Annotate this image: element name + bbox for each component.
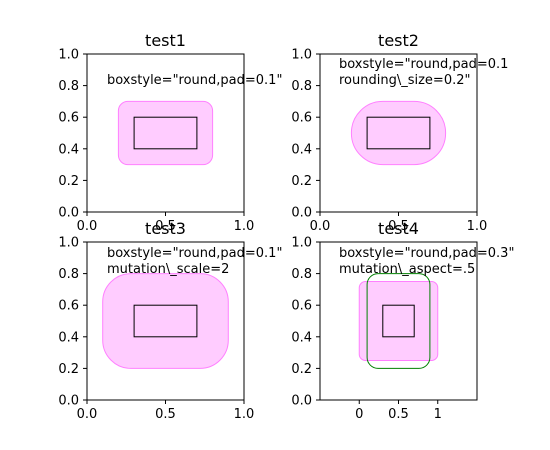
y-tick-label: 0.4 <box>58 330 79 345</box>
x-tick-label: 0.0 <box>77 219 98 234</box>
y-tick-label: 0.4 <box>291 142 312 157</box>
annotation-text: mutation\_scale=2 <box>107 262 229 277</box>
y-tick-label: 0.8 <box>58 79 79 94</box>
y-tick-label: 0.4 <box>58 142 79 157</box>
x-tick-label: 0.5 <box>155 219 176 234</box>
x-tick-label: 0.0 <box>310 219 331 234</box>
inner-rectangle <box>133 304 198 338</box>
panel-4: 0 0.5 1 0.0 0.2 0.4 0.6 0.8 1.0 boxstyle="round,p… <box>291 219 514 422</box>
y-tick-label: 0.8 <box>58 267 79 282</box>
x-tick-label: 1.0 <box>234 407 255 422</box>
inner-rectangle <box>382 304 415 338</box>
y-tick-label: 0.6 <box>291 299 312 314</box>
fancy-box <box>117 100 214 166</box>
y-tick-label: 0.6 <box>58 111 79 126</box>
y-tick-label: 0.2 <box>58 174 79 189</box>
x-tick-label: 0.5 <box>388 219 409 234</box>
x-tick-label: 0.5 <box>388 407 409 422</box>
annotation-text: boxstyle="round,pad=0.3" <box>339 246 514 261</box>
y-tick-label: 0.0 <box>291 206 312 221</box>
panel-2: 0.0 0.5 1.0 0.0 0.2 0.4 0.6 0.8 1.0 boxstyle="rou… <box>291 31 508 234</box>
annotation-text: rounding\_size=0.2" <box>339 73 470 88</box>
y-tick-label: 0.6 <box>58 299 79 314</box>
y-tick-label: 0.2 <box>291 362 312 377</box>
y-tick-label: 0.0 <box>58 206 79 221</box>
fancy-box <box>102 273 229 369</box>
annotation-text: boxstyle="round,pad=0.1" <box>107 73 282 88</box>
x-tick-label: 0.5 <box>155 407 176 422</box>
x-tick-label: 1.0 <box>467 219 488 234</box>
fancy-box <box>358 281 439 361</box>
fancy-box <box>350 100 447 166</box>
panel-3: 0.0 0.5 1.0 0.0 0.2 0.4 0.6 0.8 1.0 boxstyle="rou… <box>58 219 282 422</box>
x-tick-label: 0 <box>355 407 363 422</box>
x-tick-label: 1.0 <box>234 219 255 234</box>
annotation-text: mutation\_aspect=.5 <box>339 262 475 277</box>
panel-title: test2 <box>378 31 419 50</box>
y-tick-label: 0.0 <box>291 394 312 409</box>
y-tick-label: 0.8 <box>291 267 312 282</box>
inner-rectangle <box>366 116 431 150</box>
panel-title: test1 <box>145 31 186 50</box>
y-tick-label: 1.0 <box>58 48 79 63</box>
y-tick-label: 0.2 <box>291 174 312 189</box>
panel-title: test4 <box>378 219 419 238</box>
panel-title: test3 <box>145 219 186 238</box>
y-tick-label: 1.0 <box>291 48 312 63</box>
y-tick-label: 0.2 <box>58 362 79 377</box>
y-tick-label: 0.6 <box>291 111 312 126</box>
x-tick-label: 1 <box>434 407 442 422</box>
fancy-box-outline <box>366 273 431 369</box>
y-tick-label: 1.0 <box>291 236 312 251</box>
panel-1: 0.0 0.5 1.0 0.0 0.2 0.4 0.6 0.8 1.0 boxstyle="rou… <box>58 31 282 234</box>
y-tick-label: 0.4 <box>291 330 312 345</box>
inner-rectangle <box>133 116 198 150</box>
y-tick-label: 0.0 <box>58 394 79 409</box>
x-tick-label: 0.0 <box>77 407 98 422</box>
y-tick-label: 1.0 <box>58 236 79 251</box>
annotation-text: boxstyle="round,pad=0.1" <box>107 246 282 261</box>
y-tick-label: 0.8 <box>291 79 312 94</box>
annotation-text: boxstyle="round,pad=0.1 <box>339 57 508 72</box>
